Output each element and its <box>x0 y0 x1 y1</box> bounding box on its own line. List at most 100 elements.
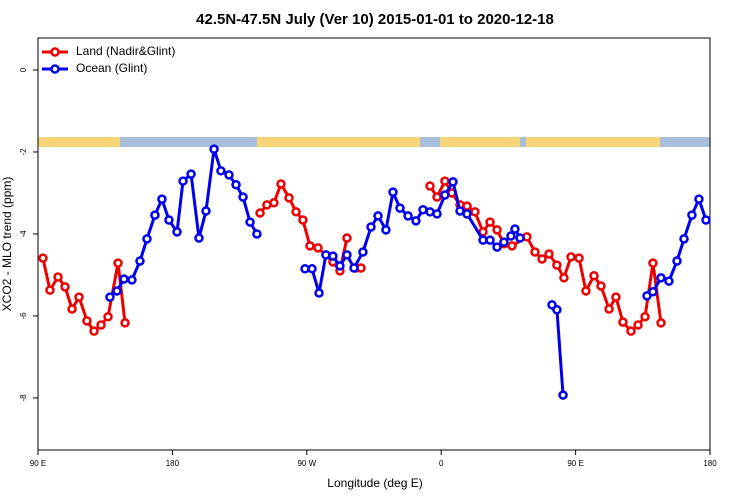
point <box>492 225 502 235</box>
x-tick-label: 180 <box>166 459 180 468</box>
point <box>530 247 540 257</box>
point <box>112 286 122 296</box>
point <box>648 258 658 268</box>
series-line <box>108 148 708 396</box>
point <box>349 263 359 273</box>
point <box>305 241 315 251</box>
point <box>618 317 628 327</box>
point <box>314 288 324 298</box>
point <box>633 320 643 330</box>
point <box>186 169 196 179</box>
point <box>67 304 77 314</box>
point <box>596 281 606 291</box>
point <box>388 187 398 197</box>
point <box>142 234 152 244</box>
point <box>120 318 130 328</box>
land-band <box>38 137 120 147</box>
point <box>492 242 502 252</box>
point <box>245 217 255 227</box>
point <box>581 286 591 296</box>
point <box>440 176 450 186</box>
point <box>231 180 241 190</box>
point <box>558 390 568 400</box>
point <box>448 177 458 187</box>
chart-title: 42.5N-47.5N July (Ver 10) 2015-01-01 to … <box>196 11 554 28</box>
point <box>74 292 84 302</box>
point <box>38 253 48 263</box>
land-band <box>440 137 520 147</box>
x-tick-label: 90 E <box>567 459 583 468</box>
point <box>642 291 652 301</box>
point <box>313 243 323 253</box>
point <box>510 224 520 234</box>
point <box>194 233 204 243</box>
point <box>298 215 308 225</box>
point <box>701 215 711 225</box>
point <box>291 207 301 217</box>
point <box>499 237 509 247</box>
point <box>544 249 554 259</box>
legend-marker <box>50 64 60 74</box>
land-ocean-strip <box>38 137 710 147</box>
point <box>157 194 167 204</box>
land-band <box>526 137 660 147</box>
point <box>507 241 517 251</box>
point <box>60 282 70 292</box>
point <box>164 215 174 225</box>
point <box>559 273 569 283</box>
point <box>664 276 674 286</box>
point <box>113 258 123 268</box>
legend-marker <box>50 47 60 57</box>
point <box>440 190 450 200</box>
point <box>342 250 352 260</box>
point <box>276 179 286 189</box>
point <box>381 225 391 235</box>
x-tick-label: 0 <box>439 459 444 468</box>
point <box>373 211 383 221</box>
point <box>566 252 576 262</box>
y-axis-label: XCO2 - MLO trend (ppm) <box>0 177 14 312</box>
point <box>105 292 115 302</box>
point <box>604 304 614 314</box>
point <box>255 208 265 218</box>
point <box>366 222 376 232</box>
point <box>432 192 442 202</box>
point <box>648 287 658 297</box>
point <box>552 260 562 270</box>
point <box>485 217 495 227</box>
point <box>506 231 516 241</box>
point <box>611 292 621 302</box>
point <box>640 312 650 322</box>
y-tick-label: -8 <box>19 394 28 402</box>
point <box>216 166 226 176</box>
point <box>89 326 99 336</box>
point <box>45 285 55 295</box>
point <box>238 192 248 202</box>
x-tick-label: 90 W <box>297 459 316 468</box>
point <box>395 203 405 213</box>
point <box>552 305 562 315</box>
point <box>679 234 689 244</box>
point <box>425 181 435 191</box>
point <box>462 201 472 211</box>
y-tick-label: 0 <box>19 67 28 72</box>
point <box>252 229 262 239</box>
series-line <box>41 177 663 334</box>
point <box>328 251 338 261</box>
point <box>656 273 666 283</box>
y-tick-label: -2 <box>19 148 28 156</box>
point <box>178 176 188 186</box>
point <box>470 207 480 217</box>
legend-label: Ocean (Glint) <box>76 61 147 75</box>
point <box>96 320 106 330</box>
point <box>119 274 129 284</box>
point <box>284 193 294 203</box>
point <box>53 272 63 282</box>
point <box>224 170 234 180</box>
point <box>150 210 160 220</box>
point <box>626 326 636 336</box>
point <box>127 275 137 285</box>
y-tick-label: -6 <box>19 312 28 320</box>
point <box>462 209 472 219</box>
